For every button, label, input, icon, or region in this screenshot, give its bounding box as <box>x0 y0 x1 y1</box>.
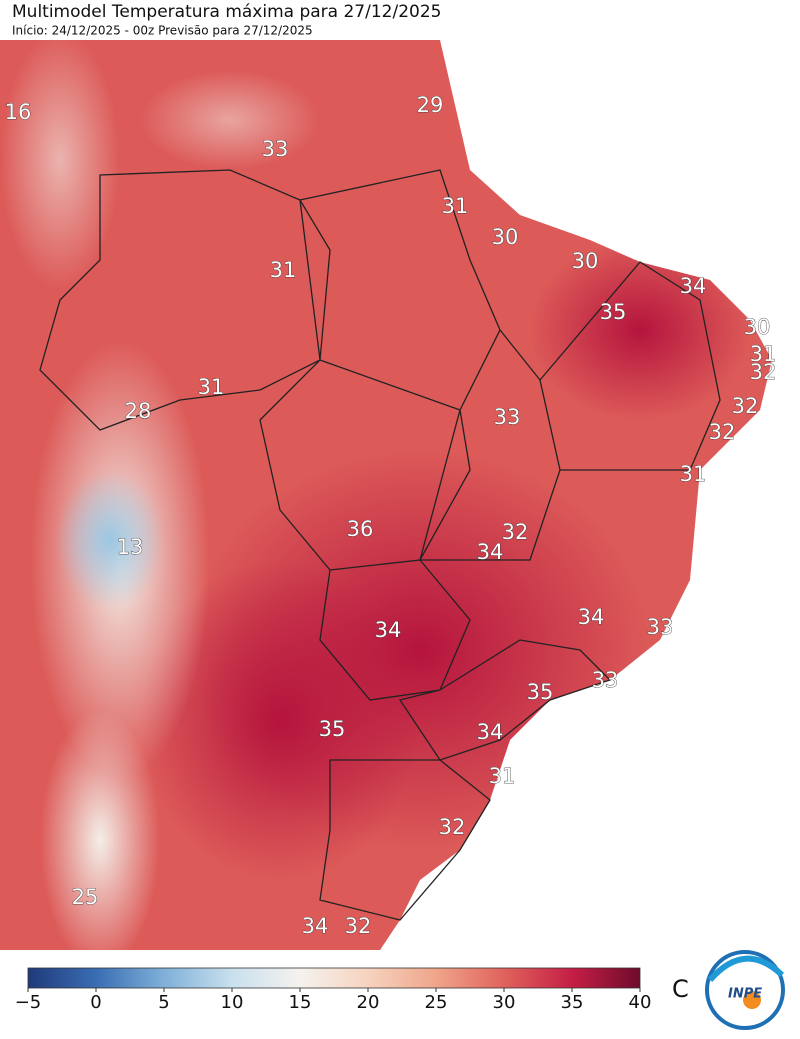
temperature-label: 33 <box>262 137 289 161</box>
temperature-label: 32 <box>439 815 466 839</box>
logo-text: INPE <box>728 987 762 1002</box>
temperature-label: 25 <box>72 885 99 909</box>
temperature-label: 34 <box>477 720 504 744</box>
temperature-label: 33 <box>592 668 619 692</box>
temperature-label: 35 <box>527 680 554 704</box>
temperature-label: 30 <box>572 249 599 273</box>
colorbar-tick-label: 0 <box>90 992 101 1013</box>
subtitle: Início: 24/12/2025 - 00z Previsão para 2… <box>12 24 313 38</box>
temperature-label: 31 <box>442 194 469 218</box>
colorbar-tick-label: −5 <box>15 992 42 1013</box>
temperature-label: 31 <box>680 462 707 486</box>
temperature-label: 34 <box>680 274 707 298</box>
temperature-label: 33 <box>494 405 521 429</box>
temperature-label: 34 <box>578 605 605 629</box>
temperature-label: 13 <box>117 535 144 559</box>
temperature-field <box>0 40 772 950</box>
temperature-label: 34 <box>477 540 504 564</box>
temperature-label: 32 <box>709 420 736 444</box>
colorbar-tick-label: 20 <box>357 992 380 1013</box>
temperature-label: 31 <box>750 342 777 366</box>
temperature-label: 36 <box>347 517 374 541</box>
colorbar-unit: C <box>672 975 689 1003</box>
temperature-label: 35 <box>319 717 346 741</box>
temperature-label: 16 <box>5 100 32 124</box>
colorbar-tick-label: 15 <box>289 992 312 1013</box>
colorbar-tick-label: 5 <box>158 992 169 1013</box>
temperature-label: 34 <box>375 618 402 642</box>
title: Multimodel Temperatura máxima para 27/12… <box>12 2 441 22</box>
colorbar-tick-label: 10 <box>221 992 244 1013</box>
temperature-label: 35 <box>600 300 627 324</box>
state-borders <box>39 169 721 921</box>
temperature-label: 31 <box>489 764 516 788</box>
temperature-label: 30 <box>492 225 519 249</box>
temperature-label: 29 <box>417 93 444 117</box>
colorbar-tick-label: 30 <box>493 992 516 1013</box>
colorbar: −5 0 5 10 15 20 25 30 35 40 <box>15 967 652 1013</box>
temperature-label: 30 <box>744 315 771 339</box>
temperature-label: 34 <box>302 914 329 938</box>
colorbar-tick-label: 40 <box>629 992 652 1013</box>
colorbar-tick-label: 35 <box>561 992 584 1013</box>
temperature-label: 32 <box>345 914 372 938</box>
temperature-label: 31 <box>198 375 225 399</box>
logo: INPE <box>705 950 785 1030</box>
temperature-label: 32 <box>732 394 759 418</box>
colorbar-scale <box>27 967 641 989</box>
temperature-label: 31 <box>270 258 297 282</box>
temperature-label: 32 <box>502 520 529 544</box>
temperature-label: 32 <box>750 360 777 384</box>
colorbar-tick-label: 25 <box>425 992 448 1013</box>
temperature-label: 33 <box>647 615 674 639</box>
temperature-label: 28 <box>125 399 152 423</box>
